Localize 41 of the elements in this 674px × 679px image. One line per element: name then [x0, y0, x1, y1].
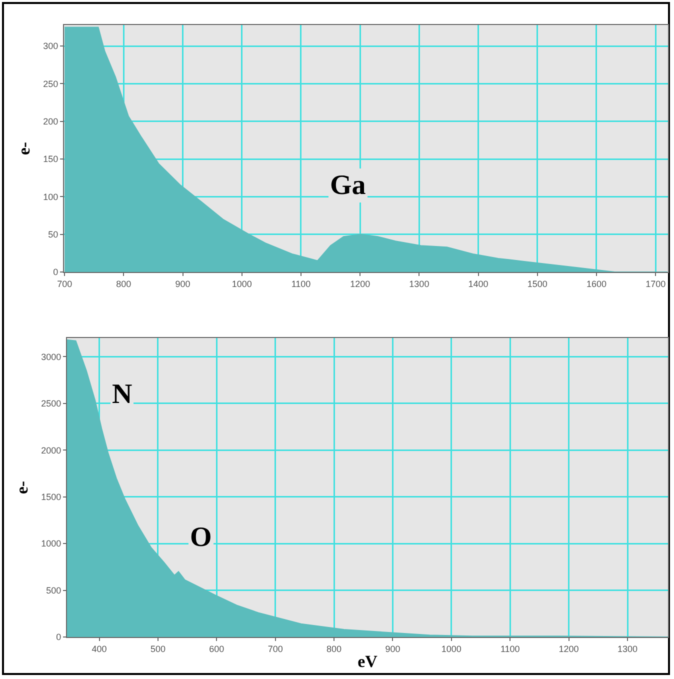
x-tick-label: 1100: [500, 644, 520, 654]
x-axis-title: eV: [358, 652, 378, 672]
x-tick-label: 1200: [558, 644, 579, 654]
y-tick-label: 1500: [41, 492, 62, 502]
x-tick-label: 700: [57, 278, 72, 289]
y-tick-label: 1000: [41, 538, 62, 549]
y-tick-label: 100: [43, 192, 58, 202]
x-tick-label: 1600: [586, 278, 607, 289]
y-tick-label: 250: [43, 78, 58, 89]
y-axis-title: e-: [12, 480, 32, 494]
x-tick-label: 1700: [646, 278, 666, 289]
x-tick-label: 1000: [232, 278, 252, 289]
y-tick-label: 300: [43, 41, 58, 52]
x-tick-label: 1100: [291, 278, 311, 289]
x-tick-label: 400: [92, 644, 107, 654]
y-tick-label: 2500: [41, 398, 62, 409]
x-tick-label: 1300: [409, 278, 430, 289]
y-tick-label: 0: [53, 267, 58, 278]
annotation: N: [112, 379, 132, 410]
x-tick-label: 600: [209, 644, 224, 654]
x-tick-label: 1000: [441, 644, 462, 654]
annotation: Ga: [330, 170, 366, 201]
y-tick-label: 200: [43, 116, 58, 127]
x-tick-label: 800: [326, 644, 342, 654]
y-tick-label: 2000: [41, 445, 62, 456]
y-tick-label: 500: [46, 585, 62, 596]
y-tick-label: 3000: [41, 352, 62, 362]
x-tick-label: 1300: [617, 644, 638, 654]
y-axis-title: e-: [14, 142, 34, 156]
y-tick-label: 0: [56, 632, 62, 642]
x-tick-label: 1500: [527, 278, 548, 289]
x-tick-label: 1400: [468, 278, 488, 289]
x-tick-label: 900: [385, 644, 400, 654]
annotation: O: [190, 522, 212, 553]
x-tick-label: 1200: [350, 278, 370, 289]
y-tick-label: 50: [48, 230, 58, 240]
x-tick-label: 700: [268, 644, 283, 654]
x-tick-label: 800: [116, 278, 132, 289]
x-tick-label: 500: [150, 644, 166, 654]
x-tick-label: 900: [175, 278, 190, 289]
y-tick-label: 150: [43, 154, 58, 164]
